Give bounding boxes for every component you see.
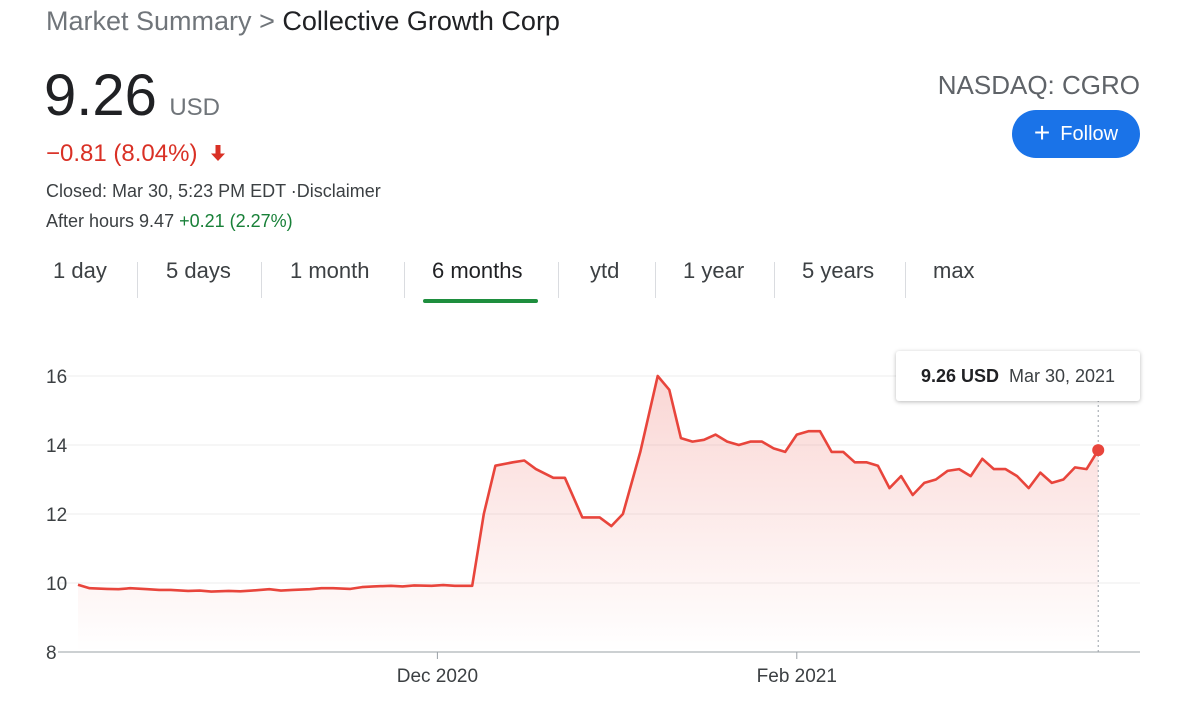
arrow-down-icon — [210, 141, 226, 169]
tab-divider — [655, 262, 656, 298]
y-tick-label: 12 — [46, 505, 67, 526]
price-change: −0.81 (8.04%) — [46, 140, 226, 169]
plus-icon: + — [1033, 116, 1051, 148]
breadcrumb-market-summary-link[interactable]: Market Summary — [46, 6, 252, 36]
y-tick-label: 16 — [46, 367, 67, 388]
breadcrumb-company-name: Collective Growth Corp — [282, 6, 560, 36]
tab-ytd[interactable]: ytd — [590, 258, 620, 283]
price-currency: USD — [169, 94, 221, 121]
ticker-symbol: NASDAQ: CGRO — [937, 70, 1140, 100]
after-hours-change: +0.21 (2.27%) — [179, 211, 293, 231]
price-line — [77, 374, 1100, 593]
tab-divider — [261, 262, 262, 298]
y-tick-label: 10 — [46, 574, 67, 595]
current-price: 9.26 — [44, 63, 157, 128]
tab-divider — [905, 262, 906, 298]
tab-1-day[interactable]: 1 day — [53, 258, 107, 283]
tab-5-days[interactable]: 5 days — [166, 258, 231, 283]
tab-divider — [558, 262, 559, 298]
active-tab-indicator — [423, 299, 538, 303]
price-area-fill — [78, 376, 1099, 652]
after-hours-line: After hours 9.47 +0.21 (2.27%) — [46, 211, 293, 232]
tab-6-months[interactable]: 6 months — [432, 258, 523, 283]
breadcrumb: Market Summary > Collective Growth Corp — [46, 6, 560, 37]
chart-tooltip: 9.26 USD Mar 30, 2021 — [896, 351, 1140, 401]
time-range-tabs: 1 day 5 days 1 month 6 months ytd 1 year… — [0, 258, 1200, 306]
price-change-value: −0.81 (8.04%) — [46, 140, 198, 167]
closed-status: Closed: Mar 30, 5:23 PM EDT ·Disclaimer — [46, 181, 381, 201]
tab-divider — [774, 262, 775, 298]
x-tick-label: Feb 2021 — [757, 666, 837, 687]
last-price-point — [1092, 444, 1105, 457]
tab-divider — [404, 262, 405, 298]
x-tick-label: Dec 2020 — [397, 666, 478, 687]
tab-divider — [137, 262, 138, 298]
tooltip-price: 9.26 USD — [920, 365, 999, 386]
follow-button[interactable]: + Follow — [1012, 110, 1140, 158]
tooltip-date: Mar 30, 2021 — [1008, 365, 1116, 386]
y-tick-label: 14 — [46, 436, 68, 457]
y-tick-label: 8 — [46, 643, 57, 664]
tab-1-year[interactable]: 1 year — [683, 258, 745, 283]
after-hours-price: After hours 9.47 — [46, 211, 175, 231]
price-row: 9.26 USD — [44, 62, 220, 129]
tab-5-years[interactable]: 5 years — [802, 258, 875, 283]
tab-max[interactable]: max — [933, 258, 975, 283]
follow-button-label: Follow — [1060, 122, 1119, 145]
tab-1-month[interactable]: 1 month — [290, 258, 370, 283]
breadcrumb-separator: > — [259, 6, 275, 36]
